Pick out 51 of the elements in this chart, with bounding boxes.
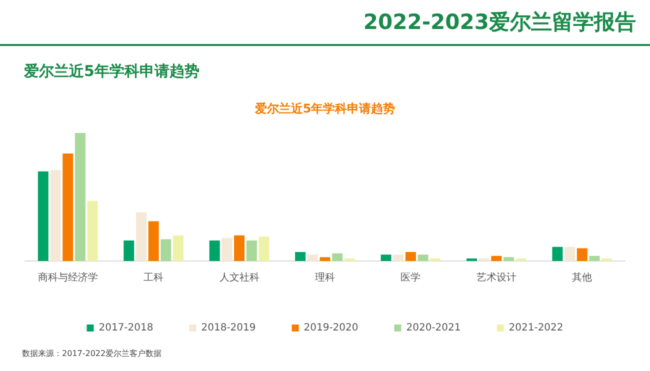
bar xyxy=(234,235,245,261)
x-tick-label: 理科 xyxy=(315,272,335,284)
bar xyxy=(320,257,330,261)
bar xyxy=(564,246,576,261)
bar xyxy=(589,256,600,261)
x-tick-label: 商科与经济学 xyxy=(38,272,98,284)
bar xyxy=(136,212,146,261)
bar xyxy=(516,258,526,261)
bar xyxy=(552,246,563,261)
x-tick-label: 人文社科 xyxy=(219,272,260,284)
text: 2022-2023爱尔兰留学报告 xyxy=(363,9,636,36)
bar xyxy=(87,200,98,261)
bar xyxy=(576,248,588,261)
x-tick-label: 艺术设计 xyxy=(476,272,516,284)
bar xyxy=(209,240,220,261)
bar xyxy=(478,258,490,261)
bar xyxy=(222,238,232,261)
bar xyxy=(258,236,270,261)
bar xyxy=(602,258,612,261)
bar xyxy=(344,258,355,261)
bar xyxy=(380,254,392,261)
bar xyxy=(393,254,404,261)
bar xyxy=(124,240,134,261)
bar xyxy=(430,258,441,261)
bar xyxy=(491,256,502,261)
x-tick-label: 工科 xyxy=(144,272,164,284)
bar xyxy=(148,221,159,261)
legend-label: 2018-2019 xyxy=(201,322,256,334)
legend-label: 2017-2018 xyxy=(98,322,154,334)
source-note: 数据来源：2017-2022爱尔兰客户数据 xyxy=(22,348,162,359)
bar xyxy=(405,252,416,261)
bar xyxy=(38,171,48,261)
bar xyxy=(74,132,86,261)
bar xyxy=(332,253,343,261)
bar xyxy=(62,153,74,261)
legend-label: 2019-2020 xyxy=(304,322,358,334)
bar xyxy=(466,258,477,261)
bar xyxy=(246,240,257,261)
x-tick-label: 其他 xyxy=(572,272,592,284)
bar xyxy=(160,239,172,261)
bar xyxy=(418,254,428,261)
bar xyxy=(50,170,61,261)
chart-subtitle: 爱尔兰近5年学科申请趋势 xyxy=(24,62,200,81)
legend-label: 2021-2022 xyxy=(508,322,564,334)
bar xyxy=(504,257,514,261)
x-tick-label: 医学 xyxy=(400,272,421,284)
chart-title: 爱尔兰近5年学科申请趋势 xyxy=(254,101,396,116)
bar xyxy=(307,254,318,261)
bar xyxy=(295,252,306,261)
bar xyxy=(173,235,184,261)
legend-label: 2020-2021 xyxy=(406,322,461,334)
